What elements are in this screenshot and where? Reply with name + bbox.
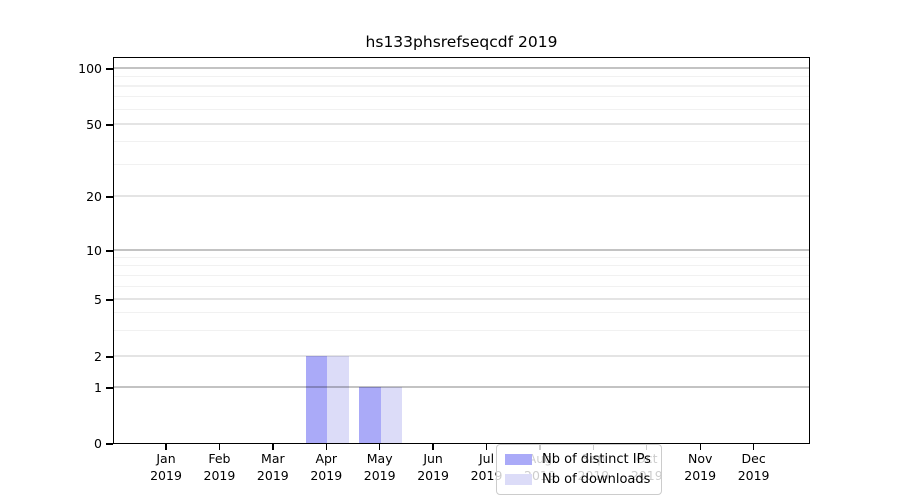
x-tick-label-dec: Dec 2019 [722,451,786,484]
legend-label-downloads: Nb of downloads [542,472,651,487]
x-tick-year: 2019 [203,467,236,483]
gridline-y-80 [114,85,809,87]
legend-item-downloads: Nb of downloads [505,472,651,487]
x-tick-year: 2019 [737,467,770,483]
x-tick-year: 2019 [310,467,343,483]
y-tick-label-2: 2 [94,349,102,364]
y-tick-mark-1 [106,387,113,389]
legend-swatch-downloads-icon [505,474,532,485]
x-tick-label-jul: Jul 2019 [455,451,519,484]
y-tick-label-5: 5 [94,291,102,307]
y-tick-mark-2 [106,356,113,358]
gridline-y-20 [114,195,809,197]
x-tick-label-feb: Feb 2019 [187,451,251,484]
x-tick-year: 2019 [417,467,449,483]
bar-apr-downloads [327,356,349,443]
y-tick-mark-0 [106,443,113,445]
gridline-y-9 [114,256,809,258]
gridline-y-40 [114,140,809,143]
x-tick-month: Jan [156,451,176,466]
gridline-y-90 [114,75,809,78]
x-tick-mark-dec [752,444,755,450]
x-tick-year: 2019 [150,467,182,483]
x-tick-mark-apr [325,444,327,450]
y-tick-label-1: 1 [94,380,102,395]
bar-may-distinct-ips [359,387,381,443]
x-tick-mark-may [378,444,381,450]
x-tick-month: Mar [261,451,285,466]
legend-swatch-distinct-ips-icon [505,454,532,465]
x-tick-month: Jul [478,451,495,466]
x-tick-label-nov: Nov 2019 [668,451,732,484]
x-tick-mark-jan [165,444,167,450]
y-tick-label-100: 100 [78,60,102,76]
bar-may-downloads [380,387,403,443]
x-tick-mark-mar [272,444,274,450]
x-tick-label-apr: Apr 2019 [294,451,358,484]
x-tick-month: Apr [315,451,338,466]
x-tick-mark-jul [485,444,488,450]
gridline-y-3 [114,330,809,332]
gridline-y-7 [114,274,809,276]
gridline-y-60 [114,108,809,110]
x-tick-label-may: May 2019 [348,451,412,484]
chart-title: hs133phsrefseqcdf 2019 [365,33,558,51]
gridline-y-2 [114,355,809,357]
gridline-y-8 [114,265,809,267]
gridline-y-70 [114,96,809,98]
x-tick-month: Nov [687,451,713,466]
x-tick-year: 2019 [363,467,396,483]
x-tick-mark-feb [218,444,221,450]
legend-item-distinct-ips: Nb of distinct IPs [505,452,651,467]
x-tick-year: 2019 [470,467,503,483]
legend: Nb of distinct IPs Nb of downloads [496,444,662,495]
legend-label-distinct-ips: Nb of distinct IPs [542,452,651,467]
y-tick-label-10: 10 [86,243,102,258]
x-tick-year: 2019 [256,467,289,483]
x-tick-month: Dec [741,451,766,466]
x-tick-label-mar: Mar 2019 [241,451,305,484]
y-tick-mark-50 [106,124,113,126]
x-tick-label-jun: Jun 2019 [401,451,465,484]
x-tick-mark-nov [699,444,701,450]
y-tick-mark-5 [106,299,113,301]
y-tick-mark-20 [106,196,113,198]
y-tick-label-20: 20 [86,189,102,205]
x-tick-month: Jun [423,451,443,466]
x-tick-month: May [366,451,393,466]
gridline-y-1 [114,386,809,388]
gridline-y-5 [114,298,809,300]
gridline-y-6 [114,285,809,287]
x-tick-year: 2019 [684,467,717,483]
y-tick-mark-10 [106,250,113,252]
gridline-y-50 [114,123,809,125]
bar-apr-distinct-ips [305,356,328,443]
x-tick-month: Feb [208,451,231,466]
gridline-y-100 [114,67,809,69]
x-tick-mark-jun [432,444,434,450]
plot-area: Nb of distinct IPs Nb of downloads [113,57,810,495]
gridline-y-10 [114,249,809,251]
y-tick-label-50: 50 [86,116,102,132]
y-tick-mark-100 [106,68,113,70]
x-tick-label-jan: Jan 2019 [134,451,198,484]
y-tick-label-0: 0 [94,436,102,451]
gridline-y-4 [114,312,809,314]
gridline-y-30 [114,163,809,165]
